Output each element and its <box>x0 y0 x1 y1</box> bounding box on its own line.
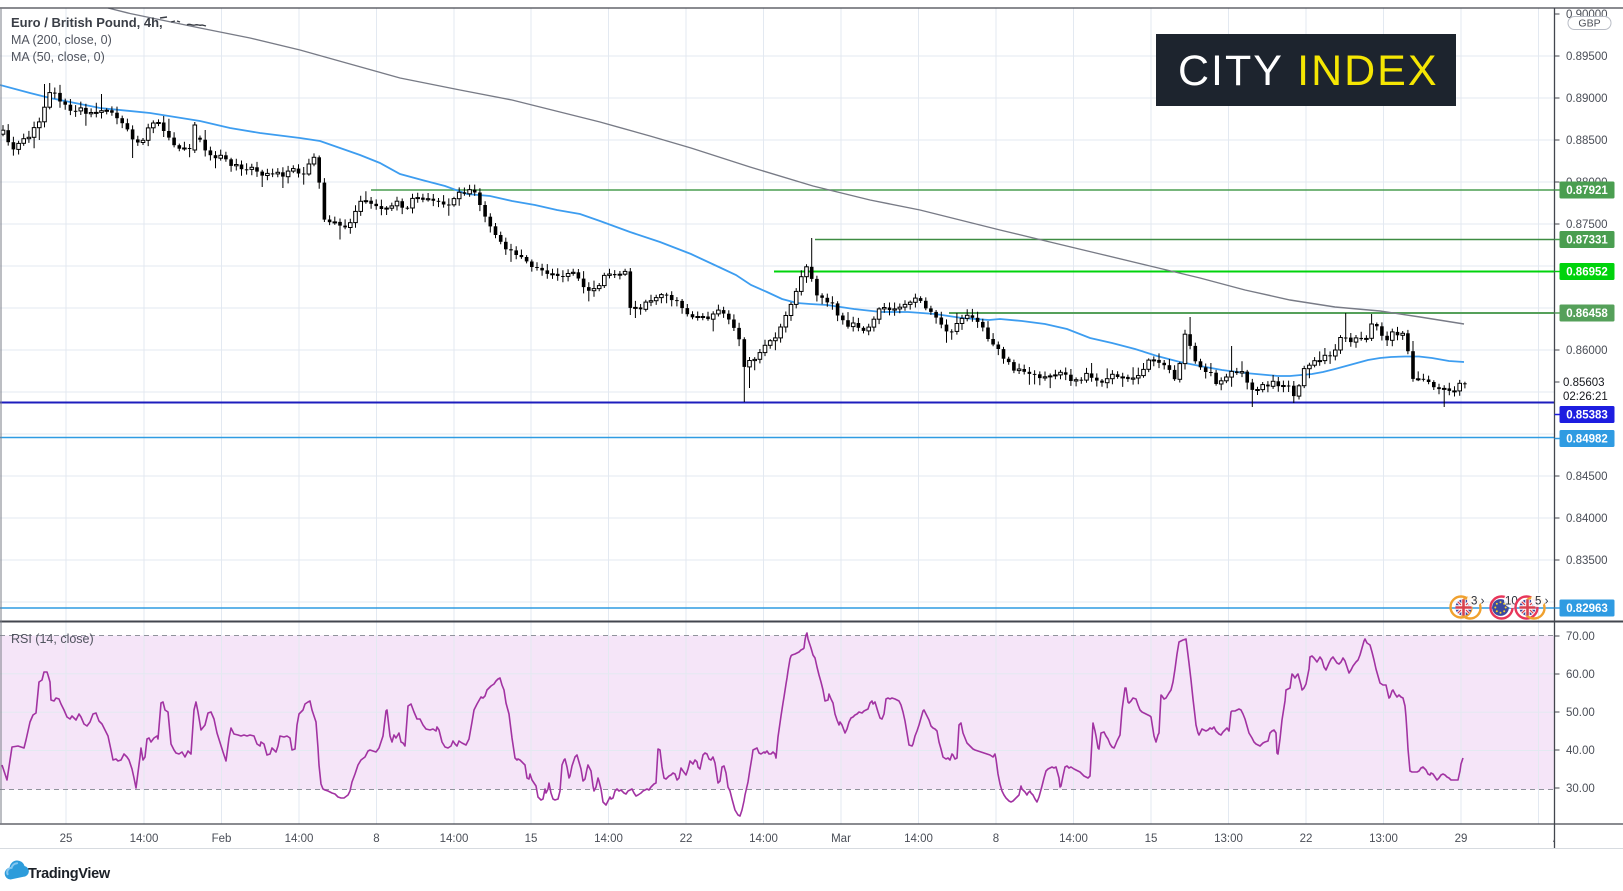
svg-text:14:00: 14:00 <box>749 833 778 845</box>
svg-text:0.82963: 0.82963 <box>1566 603 1608 615</box>
svg-text:TradingView: TradingView <box>28 866 111 882</box>
svg-text:30.00: 30.00 <box>1566 783 1595 795</box>
svg-text:Mar: Mar <box>831 833 851 845</box>
svg-text:CITY INDEX: CITY INDEX <box>1178 47 1439 95</box>
svg-text:8: 8 <box>993 833 999 845</box>
svg-text:29: 29 <box>1455 833 1468 845</box>
svg-text:10: 10 <box>1505 596 1518 608</box>
svg-text:GBP: GBP <box>1578 18 1600 30</box>
svg-text:50.00: 50.00 <box>1566 707 1595 719</box>
svg-text:70.00: 70.00 <box>1566 631 1595 643</box>
svg-text:Apr: Apr <box>1553 833 1571 845</box>
svg-text:0.89500: 0.89500 <box>1566 51 1608 63</box>
svg-text:60.00: 60.00 <box>1566 669 1595 681</box>
svg-text:RSI (14, close): RSI (14, close) <box>11 632 94 646</box>
svg-text:0.86458: 0.86458 <box>1566 308 1608 320</box>
svg-text:14:00: 14:00 <box>904 833 933 845</box>
svg-text:14:00: 14:00 <box>1059 833 1088 845</box>
svg-text:02:26:21: 02:26:21 <box>1563 391 1608 403</box>
svg-text:0.86000: 0.86000 <box>1566 345 1608 357</box>
svg-text:0.84000: 0.84000 <box>1566 513 1608 525</box>
svg-text:0.87500: 0.87500 <box>1566 219 1608 231</box>
svg-text:0.83500: 0.83500 <box>1566 555 1608 567</box>
svg-text:15: 15 <box>1145 833 1158 845</box>
svg-text:0.85383: 0.85383 <box>1566 410 1608 422</box>
svg-text:MA (50, close, 0): MA (50, close, 0) <box>11 50 105 64</box>
svg-text:0.84982: 0.84982 <box>1566 434 1608 446</box>
svg-text:22: 22 <box>680 833 693 845</box>
svg-text:14:00: 14:00 <box>130 833 159 845</box>
svg-text:22: 22 <box>1300 833 1313 845</box>
svg-text:MA (200, close, 0): MA (200, close, 0) <box>11 33 112 47</box>
svg-text:14:00: 14:00 <box>440 833 469 845</box>
svg-text:14:00: 14:00 <box>594 833 623 845</box>
svg-text:3 ›: 3 › <box>1471 596 1485 608</box>
svg-text:0.88500: 0.88500 <box>1566 135 1608 147</box>
svg-text:13:00: 13:00 <box>1214 833 1243 845</box>
svg-text:0.87921: 0.87921 <box>1566 185 1608 197</box>
svg-text:25: 25 <box>60 833 73 845</box>
svg-text:14:00: 14:00 <box>285 833 314 845</box>
svg-text:0.89000: 0.89000 <box>1566 93 1608 105</box>
svg-text:8: 8 <box>373 833 379 845</box>
svg-text:0.85603: 0.85603 <box>1563 377 1605 389</box>
svg-text:Feb: Feb <box>212 833 232 845</box>
svg-text:15: 15 <box>525 833 538 845</box>
svg-text:0.84500: 0.84500 <box>1566 471 1608 483</box>
svg-text:Euro / British Pound, 4h,: Euro / British Pound, 4h, <box>11 15 163 30</box>
svg-text:0.87331: 0.87331 <box>1566 235 1608 247</box>
svg-text:40.00: 40.00 <box>1566 745 1595 757</box>
svg-text:0.86952: 0.86952 <box>1566 267 1608 279</box>
svg-text:5 ›: 5 › <box>1535 596 1549 608</box>
svg-text:13:00: 13:00 <box>1369 833 1398 845</box>
